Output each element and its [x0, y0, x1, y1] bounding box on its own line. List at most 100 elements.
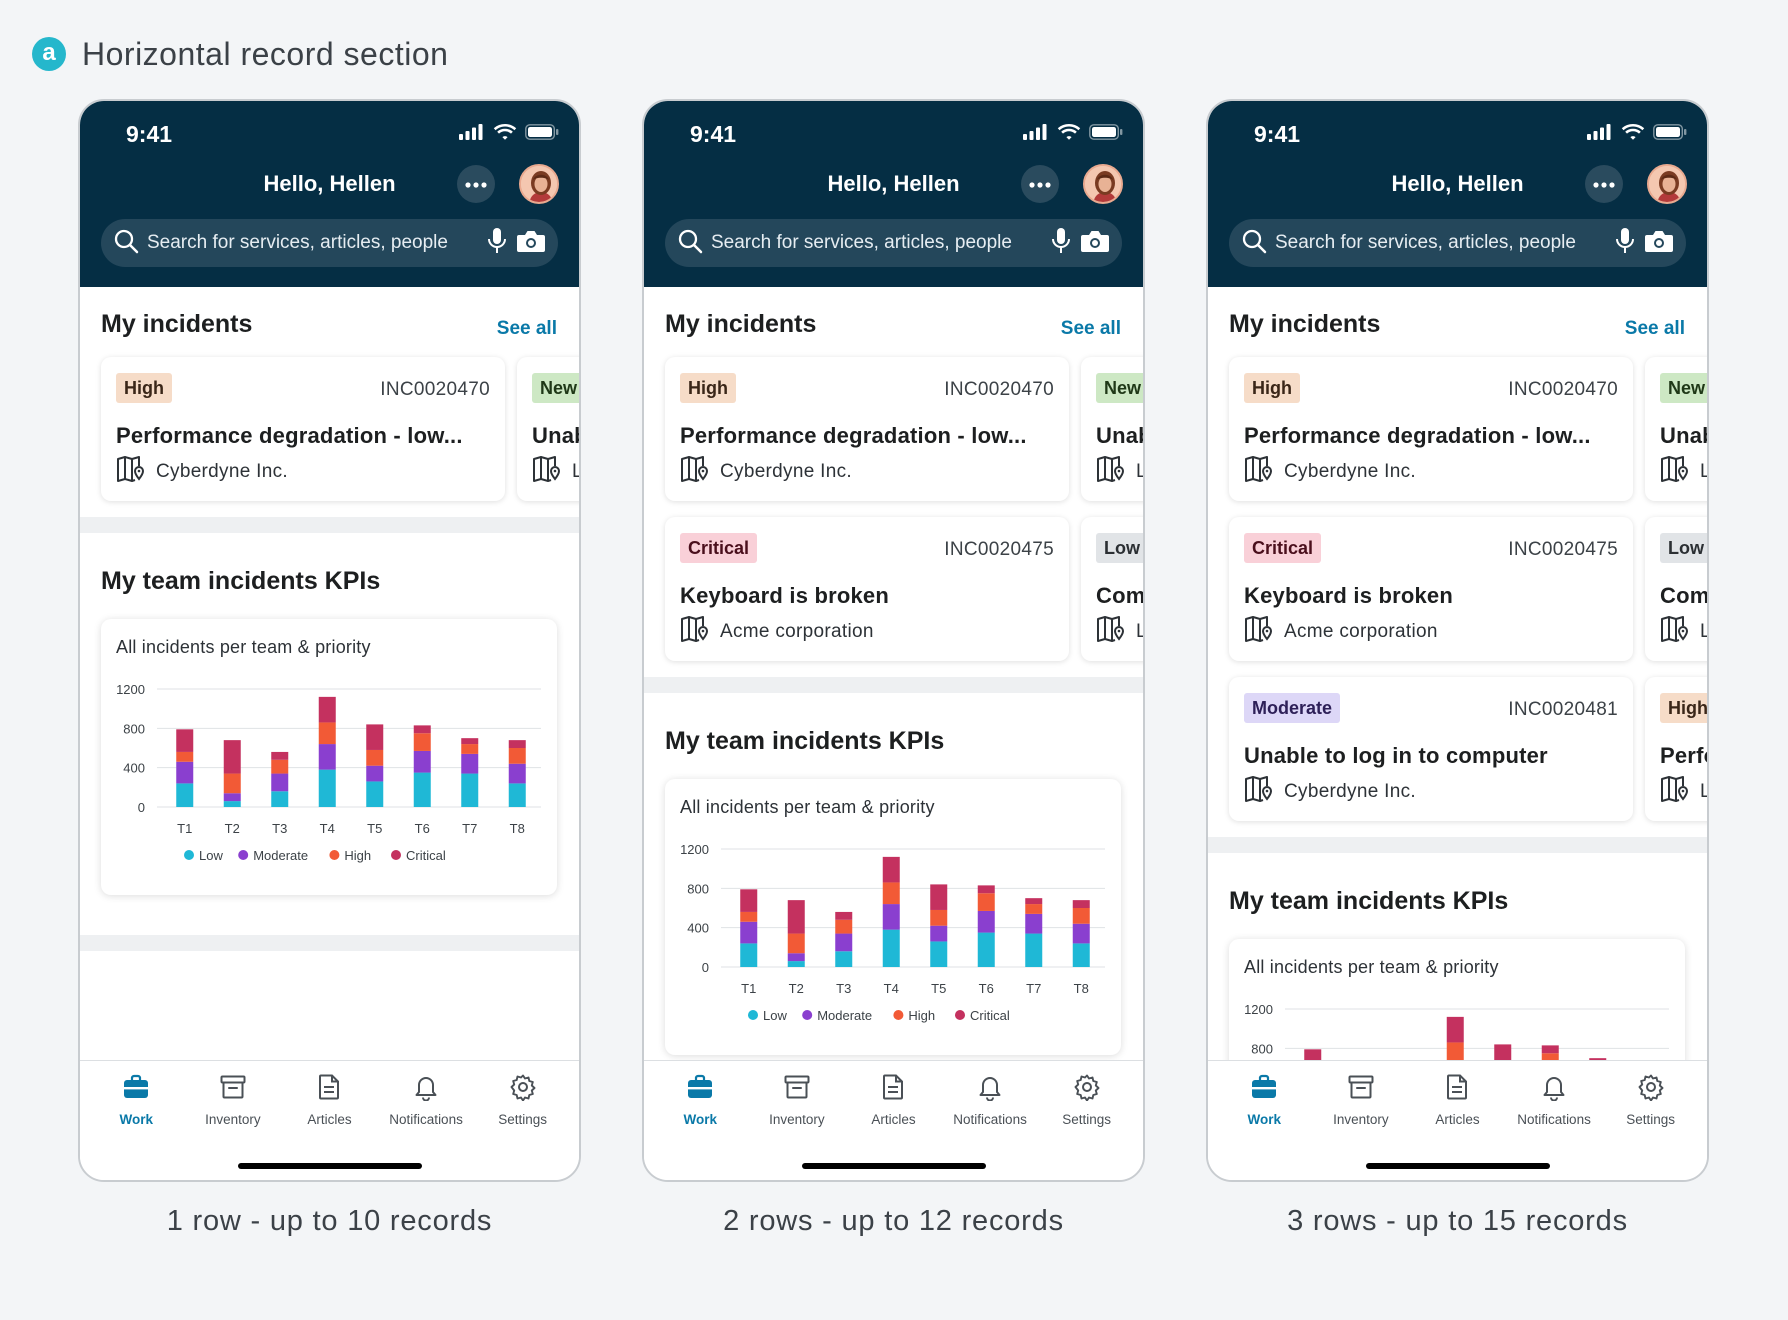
bar-segment-high [740, 911, 758, 922]
tab-notifications[interactable]: Notifications [1506, 1073, 1602, 1127]
tab-settings[interactable]: Settings [1039, 1073, 1135, 1127]
archive-box-icon [1347, 1073, 1375, 1106]
incident-card[interactable]: Moderate INC0020481 Unable to log in to … [1229, 677, 1633, 821]
camera-icon[interactable] [1080, 228, 1110, 259]
bar-segment-critical [1541, 1045, 1559, 1054]
avatar[interactable] [1083, 164, 1123, 204]
tab-articles[interactable]: Articles [1409, 1073, 1505, 1127]
bar-segment-moderate [835, 933, 853, 952]
tab-settings[interactable]: Settings [1603, 1073, 1699, 1127]
incident-company-row: Cyberdyne Inc. [1244, 775, 1416, 809]
incident-company: L [1700, 621, 1707, 643]
tab-label: Articles [871, 1112, 916, 1127]
bottom-tab-bar: Work Inventory Articles Notifications Se… [80, 1060, 579, 1180]
bar-segment-high [223, 773, 241, 794]
microphone-icon[interactable] [486, 226, 508, 261]
search-input[interactable]: Search for services, articles, people [711, 232, 1012, 253]
tab-work[interactable]: Work [88, 1073, 184, 1127]
tab-settings[interactable]: Settings [475, 1073, 571, 1127]
tab-work[interactable]: Work [652, 1073, 748, 1127]
y-tick-label: 1200 [680, 842, 709, 857]
incident-company-row: L [1096, 615, 1143, 649]
tab-work[interactable]: Work [1216, 1073, 1312, 1127]
priority-badge: Low [1096, 533, 1143, 563]
more-button[interactable] [1585, 165, 1623, 203]
tab-notifications[interactable]: Notifications [942, 1073, 1038, 1127]
legend-label: High [908, 1008, 935, 1023]
tab-articles[interactable]: Articles [845, 1073, 941, 1127]
bar-segment-low [1025, 933, 1043, 967]
incident-card-peek[interactable]: High Perfo L [1645, 677, 1707, 821]
incident-card[interactable]: High INC0020470 Performance degradation … [1229, 357, 1633, 501]
tab-inventory[interactable]: Inventory [1313, 1073, 1409, 1127]
y-tick-label: 0 [138, 800, 145, 815]
search-input[interactable]: Search for services, articles, people [147, 232, 448, 253]
map-pin-icon [1096, 455, 1126, 489]
tab-notifications[interactable]: Notifications [378, 1073, 474, 1127]
incident-card[interactable]: High INC0020470 Performance degradation … [665, 357, 1069, 501]
bar-segment-critical [1072, 900, 1090, 908]
search-input[interactable]: Search for services, articles, people [1275, 232, 1576, 253]
briefcase-icon [686, 1073, 714, 1106]
bar-segment-critical [318, 696, 336, 723]
bar-segment-high [1541, 1053, 1559, 1060]
page-content: My incidents See all High INC0020470 Per… [1208, 287, 1707, 1060]
x-tick-label: T1 [741, 981, 756, 996]
incident-card[interactable]: Critical INC0020475 Keyboard is broken A… [665, 517, 1069, 661]
camera-icon[interactable] [516, 228, 546, 259]
tab-articles[interactable]: Articles [281, 1073, 377, 1127]
see-all-link[interactable]: See all [1624, 318, 1685, 339]
microphone-icon[interactable] [1050, 226, 1072, 261]
bar-segment-high [835, 919, 853, 934]
bar-segment-critical [977, 885, 995, 894]
app-header: 9:41 Hello, Hellen Search for services, … [644, 101, 1143, 287]
incident-card-peek[interactable]: New Unab L [517, 357, 579, 501]
bar-segment-high [461, 744, 479, 754]
search-icon [677, 228, 703, 259]
x-tick-label: T3 [272, 821, 287, 836]
home-indicator [1365, 1163, 1550, 1169]
map-pin-icon [680, 455, 710, 489]
y-tick-label: 400 [687, 921, 709, 936]
incident-card-peek[interactable]: New Unab L [1645, 357, 1707, 501]
search-bar[interactable]: Search for services, articles, people [665, 219, 1122, 267]
legend-label: Low [199, 848, 223, 863]
map-pin-icon [532, 455, 562, 489]
incident-card-peek[interactable]: New Unab L [1081, 357, 1143, 501]
status-time: 9:41 [1254, 121, 1301, 147]
microphone-icon[interactable] [1614, 226, 1636, 261]
avatar[interactable] [1647, 164, 1687, 204]
incident-card-peek[interactable]: Low Com L [1645, 517, 1707, 661]
incident-number: INC0020475 [1508, 539, 1618, 560]
search-bar[interactable]: Search for services, articles, people [1229, 219, 1686, 267]
incident-number: INC0020475 [944, 539, 1054, 560]
incident-row: High INC0020470 Performance degradation … [80, 357, 579, 517]
camera-icon[interactable] [1644, 228, 1674, 259]
legend-swatch [184, 850, 194, 860]
chart-card[interactable]: All incidents per team & priority 040080… [1229, 939, 1685, 1060]
wifi-icon [493, 123, 517, 145]
search-bar[interactable]: Search for services, articles, people [101, 219, 558, 267]
map-pin-icon [1244, 615, 1274, 649]
section-divider [80, 517, 579, 533]
tab-inventory[interactable]: Inventory [749, 1073, 845, 1127]
see-all-link[interactable]: See all [496, 318, 557, 339]
incident-card-peek[interactable]: Low Com L [1081, 517, 1143, 661]
bar-segment-critical [223, 740, 241, 774]
incident-card[interactable]: High INC0020470 Performance degradation … [101, 357, 505, 501]
avatar[interactable] [519, 164, 559, 204]
page-content: My incidents See all High INC0020470 Per… [80, 287, 579, 1060]
stacked-bar-chart: 04008001200T1T2T3T4T5T6T7T8LowModerateHi… [1244, 1002, 1669, 1060]
more-button[interactable] [1021, 165, 1059, 203]
more-button[interactable] [457, 165, 495, 203]
y-tick-label: 800 [1251, 1041, 1273, 1056]
see-all-link[interactable]: See all [1060, 318, 1121, 339]
bar-segment-moderate [740, 921, 758, 944]
incident-card[interactable]: Critical INC0020475 Keyboard is broken A… [1229, 517, 1633, 661]
tab-inventory[interactable]: Inventory [185, 1073, 281, 1127]
tab-label: Notifications [1517, 1112, 1591, 1127]
bar-segment-high [1025, 904, 1043, 914]
